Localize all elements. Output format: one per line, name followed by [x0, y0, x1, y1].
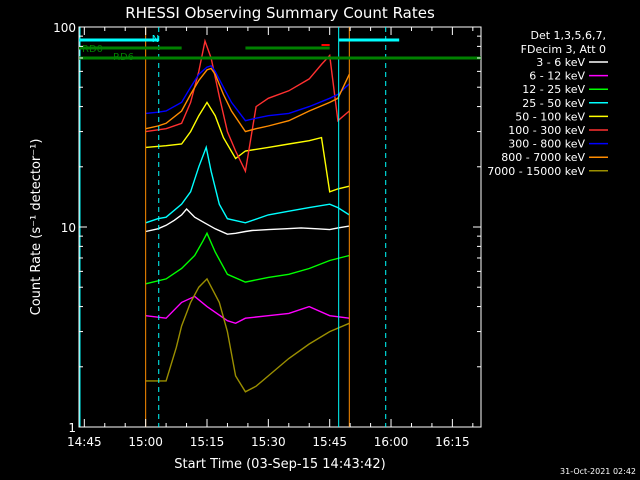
tick-layer: 14:45 15:00 15:15 15:30 15:45 16:00 16:15 1 10 10…: [53, 21, 481, 449]
series-line-0: [145, 207, 350, 235]
annotation-rd0: RD0: [82, 44, 103, 55]
plot-frame: [78, 26, 482, 428]
chart-title: RHESSI Observing Summary Count Rates: [125, 4, 435, 22]
legend-header-2: FDecim 3, Att 0: [521, 43, 606, 56]
y-tick-label-0: 1: [68, 421, 76, 435]
series-line-4: [145, 101, 350, 193]
legend-header-1: Det 1,3,5,6,7,: [530, 29, 606, 42]
series-layer: [145, 38, 350, 393]
legend-label-3: 25 - 50 keV: [522, 97, 585, 110]
legend-label-0: 3 - 6 keV: [536, 56, 585, 69]
legend-label-7: 800 - 7000 keV: [501, 151, 585, 164]
legend-label-1: 6 - 12 keV: [529, 70, 585, 83]
x-tick-label-2: 15:15: [190, 435, 225, 449]
x-tick-label-0: 14:45: [67, 435, 102, 449]
x-axis-label: Start Time (03-Sep-15 14:43:42): [174, 457, 385, 472]
y-tick-label-2: 100: [53, 21, 76, 35]
x-tick-label-4: 15:45: [312, 435, 347, 449]
annotation-n: N: [152, 34, 159, 45]
series-line-2: [145, 231, 350, 285]
legend-label-2: 12 - 25 keV: [522, 83, 585, 96]
timestamp: 31-Oct-2021 02:42: [560, 467, 636, 476]
x-tick-label-1: 15:00: [128, 435, 163, 449]
series-line-1: [145, 295, 350, 325]
series-line-3: [145, 144, 350, 224]
legend-label-6: 300 - 800 keV: [508, 138, 585, 151]
legend-label-5: 100 - 300 keV: [508, 124, 585, 137]
x-tick-label-5: 16:00: [374, 435, 409, 449]
x-tick-label-3: 15:30: [251, 435, 286, 449]
legend-label-8: 7000 - 15000 keV: [487, 165, 585, 178]
series-line-5: [145, 38, 350, 174]
annotation-rd6: RD6: [113, 52, 134, 63]
y-axis-label: Count Rate (s⁻¹ detector⁻¹): [29, 139, 44, 316]
marker-layer: N RD0 RD6: [79, 27, 481, 427]
y-tick-label-1: 10: [61, 221, 76, 235]
x-tick-label-6: 16:15: [435, 435, 470, 449]
series-line-8: [145, 277, 350, 393]
legend-label-4: 50 - 100 keV: [515, 110, 585, 123]
series-line-7: [145, 67, 350, 133]
series-line-6: [145, 64, 350, 122]
